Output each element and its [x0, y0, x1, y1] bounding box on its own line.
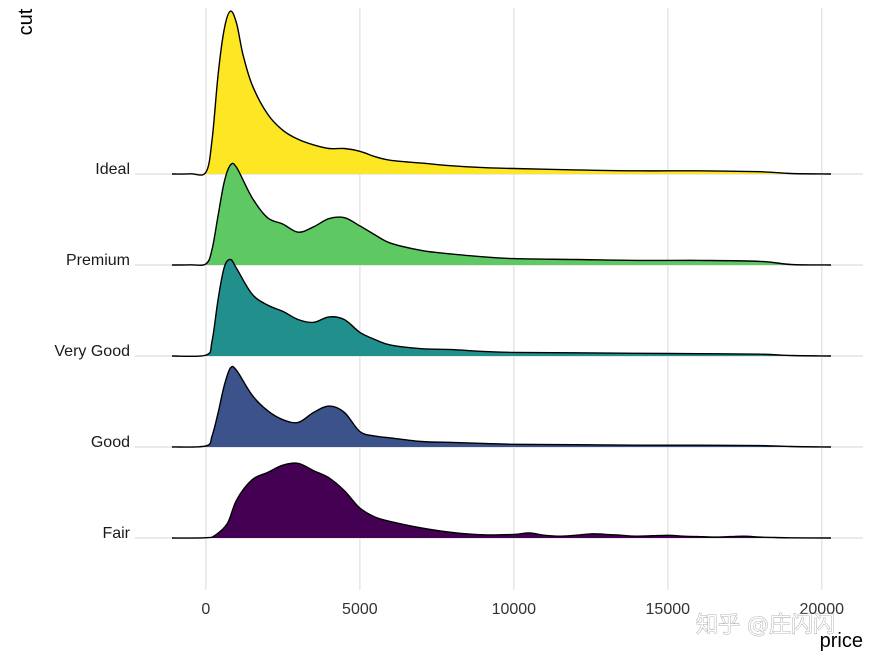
ridge-outline-good [171, 365, 832, 448]
x-tick-label: 5000 [342, 601, 378, 618]
ridge-outline-ideal [171, 10, 832, 176]
labels-layer: 0 5000 10000 15000 20000 Fair Good Very Good Pre… [54, 161, 844, 618]
category-label: Premium [66, 252, 130, 269]
x-tick-label: 20000 [800, 601, 845, 618]
ridges-layer [171, 10, 832, 539]
x-axis-title: price [820, 630, 863, 652]
x-tick-label: 10000 [492, 601, 537, 618]
watermark: 知乎 @庄闪闪 [696, 613, 835, 638]
ridge-outline-very-good [171, 258, 832, 358]
category-label: Very Good [54, 343, 130, 360]
ridge-outline-premium [171, 162, 832, 266]
x-tick-label: 15000 [646, 601, 691, 618]
y-axis-title: cut [15, 8, 37, 35]
ridge-area-good [172, 366, 831, 448]
ridge-area-ideal [172, 11, 831, 176]
x-tick-label: 0 [201, 601, 210, 618]
ridge-area-fair [172, 463, 831, 539]
category-label: Good [91, 434, 130, 451]
category-label: Fair [102, 525, 130, 542]
ridge-area-very-good [172, 259, 831, 357]
ridge-outline-fair [171, 462, 832, 539]
category-label: Ideal [95, 161, 130, 178]
ridge-area-premium [172, 163, 831, 266]
